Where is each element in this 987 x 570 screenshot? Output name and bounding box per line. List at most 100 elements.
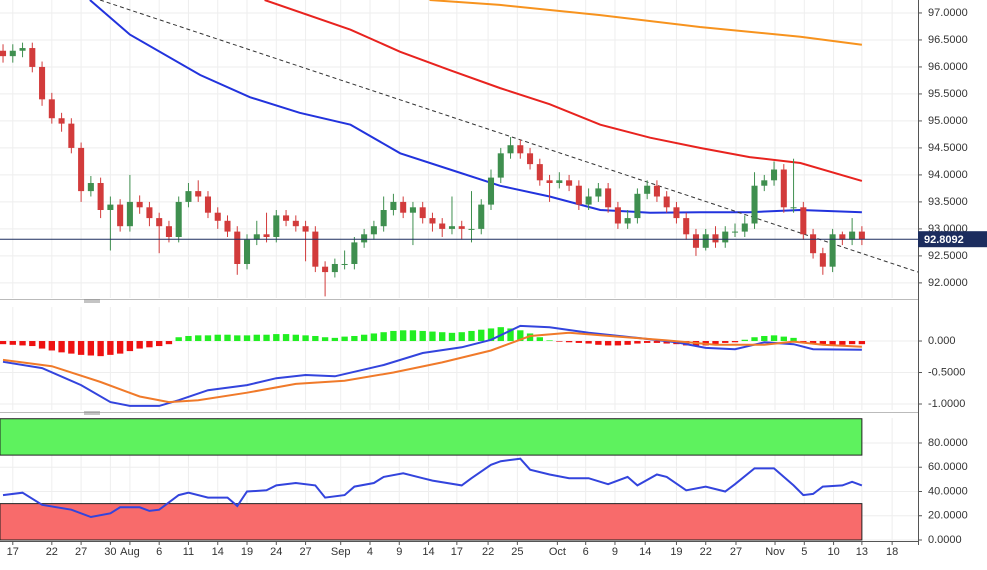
y-tick-label: 60.0000 <box>928 461 968 473</box>
histogram-bar <box>507 328 514 342</box>
histogram-bar <box>136 341 143 349</box>
histogram-bar <box>712 341 719 345</box>
histogram-bar <box>751 337 758 342</box>
x-tick-label: 10 <box>827 546 839 558</box>
candle-body <box>117 204 124 227</box>
histogram-bar <box>390 330 397 342</box>
candle-body <box>829 234 836 267</box>
candle-body <box>9 50 16 57</box>
y-tick-label: 95.5000 <box>928 88 968 100</box>
y-tick-label: 80.0000 <box>928 437 968 449</box>
candle-body <box>19 48 26 51</box>
candle-body <box>478 204 485 229</box>
histogram-bar <box>77 341 85 355</box>
x-tick-label: 19 <box>670 546 682 558</box>
resize-grip[interactable] <box>84 411 100 415</box>
candle-body <box>771 169 778 181</box>
histogram-bar <box>370 333 378 342</box>
histogram-bar <box>312 335 319 342</box>
candle-body <box>322 266 329 273</box>
histogram-bar <box>409 330 417 342</box>
histogram-bar <box>624 341 631 345</box>
histogram-bar <box>468 330 475 342</box>
candle-body <box>507 145 514 154</box>
histogram-bar <box>858 341 866 345</box>
candle-body <box>566 180 573 186</box>
resize-grip[interactable] <box>84 299 100 303</box>
histogram-bar <box>722 341 729 343</box>
x-tick-label: 22 <box>700 546 712 558</box>
histogram-bar <box>165 341 173 345</box>
histogram-bar <box>595 341 602 345</box>
candle-body <box>810 234 817 254</box>
indicator-line <box>429 0 863 46</box>
candle-body <box>214 212 221 221</box>
candle-body <box>165 226 172 237</box>
candle-body <box>302 226 309 232</box>
x-tick-label: 17 <box>7 546 19 558</box>
candle-body <box>429 218 436 224</box>
histogram-bar <box>761 335 768 342</box>
x-tick-label: 18 <box>886 546 898 558</box>
candle-body <box>263 234 270 237</box>
x-tick-label: 4 <box>367 546 373 558</box>
last-price-label: 92.8092 <box>924 234 964 246</box>
histogram-bar <box>156 341 163 347</box>
histogram-bar <box>19 341 26 346</box>
histogram-bar <box>829 341 836 346</box>
histogram-bar <box>29 341 36 347</box>
y-tick-label: 92.0000 <box>928 277 968 289</box>
candle-body <box>136 201 143 208</box>
candle-body <box>312 231 319 267</box>
candle-body <box>751 185 758 224</box>
x-tick-label: 14 <box>639 546 651 558</box>
x-tick-label: 13 <box>856 546 868 558</box>
x-tick-label: 6 <box>583 546 589 558</box>
histogram-bar <box>458 332 465 342</box>
histogram-bar <box>663 341 670 344</box>
histogram-bar <box>448 332 456 342</box>
histogram-bar <box>741 339 748 342</box>
histogram-bar <box>214 334 221 342</box>
x-tick-label: 9 <box>612 546 618 558</box>
x-tick-label: 27 <box>75 546 87 558</box>
x-tick-label: 22 <box>46 546 58 558</box>
x-tick-label: 25 <box>511 546 523 558</box>
histogram-bar <box>546 340 553 342</box>
histogram-bar <box>87 341 95 356</box>
candle-body <box>731 231 739 233</box>
candle-body <box>614 207 621 224</box>
histogram-bar <box>780 336 787 342</box>
candle-body <box>790 207 797 209</box>
histogram-bar <box>9 341 16 345</box>
candle-body <box>556 180 563 184</box>
y-tick-label: 92.5000 <box>928 250 968 262</box>
candle-body <box>575 185 582 205</box>
y-tick-label: -1.0000 <box>928 398 965 410</box>
histogram-bar <box>351 335 358 342</box>
candle-body <box>39 66 46 100</box>
candle-body <box>527 153 534 165</box>
x-tick-label: 14 <box>212 546 224 558</box>
histogram-bar <box>790 337 797 342</box>
histogram-bar <box>263 334 270 342</box>
histogram-bar <box>195 335 202 342</box>
candle-body <box>624 218 631 224</box>
candle-body <box>692 234 699 248</box>
indicator-line <box>2 457 863 519</box>
histogram-bar <box>634 341 641 344</box>
candle-body <box>58 118 65 124</box>
y-tick-label: 95.0000 <box>928 115 968 127</box>
histogram-bar <box>97 341 104 357</box>
histogram-bar <box>204 335 212 342</box>
histogram-bar <box>848 341 856 345</box>
histogram-bar <box>419 330 426 342</box>
candle-body <box>780 169 787 208</box>
candle-body <box>409 207 416 213</box>
candle-body <box>546 180 553 184</box>
candle-body <box>517 145 524 154</box>
candle-body <box>536 164 543 181</box>
histogram-bar <box>341 336 348 342</box>
